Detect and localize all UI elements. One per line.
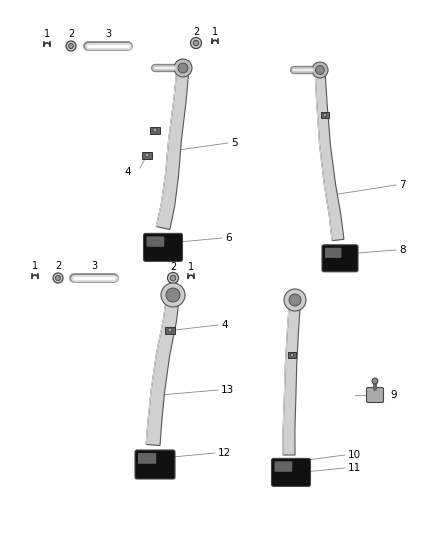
Text: 3: 3 [91,261,97,271]
FancyBboxPatch shape [146,237,164,247]
Text: 2: 2 [68,29,74,39]
Text: 2: 2 [193,27,199,37]
Text: 6: 6 [225,233,232,243]
Circle shape [161,283,185,307]
Text: 12: 12 [218,448,231,458]
FancyBboxPatch shape [275,462,292,472]
Text: 10: 10 [348,450,361,460]
Polygon shape [315,70,344,241]
Circle shape [170,275,176,281]
Bar [150,126,160,133]
Text: 2: 2 [55,261,61,271]
Text: 1: 1 [212,27,218,37]
Text: 1: 1 [44,29,50,39]
Circle shape [193,41,199,46]
Bar [288,352,296,358]
Text: 9: 9 [390,390,397,400]
FancyBboxPatch shape [367,387,384,402]
Bar [165,327,175,334]
Text: 8: 8 [399,245,406,255]
FancyBboxPatch shape [135,450,175,479]
Circle shape [68,44,74,49]
FancyBboxPatch shape [322,245,358,272]
Circle shape [289,294,301,306]
Polygon shape [156,68,189,230]
Circle shape [168,328,172,332]
Text: 4: 4 [221,320,228,330]
Text: 4: 4 [125,167,131,177]
Text: 3: 3 [105,29,111,39]
Text: 13: 13 [221,385,234,395]
FancyBboxPatch shape [325,248,341,258]
Text: 1: 1 [32,261,38,271]
FancyBboxPatch shape [138,453,156,464]
FancyBboxPatch shape [144,233,183,261]
FancyBboxPatch shape [272,458,311,487]
Circle shape [290,353,294,357]
Text: 5: 5 [231,138,238,148]
Circle shape [284,289,306,311]
Circle shape [174,59,192,77]
Bar [321,112,329,118]
Text: 2: 2 [170,262,176,272]
Circle shape [191,37,201,49]
Circle shape [56,276,60,280]
Circle shape [166,288,180,302]
Circle shape [145,153,149,157]
Circle shape [53,273,63,283]
Circle shape [316,66,325,75]
Circle shape [167,272,179,284]
Circle shape [178,63,188,73]
Text: 7: 7 [399,180,406,190]
Text: 11: 11 [348,463,361,473]
Circle shape [372,378,378,384]
Polygon shape [283,300,300,455]
Circle shape [312,62,328,78]
Circle shape [66,41,76,51]
Polygon shape [146,294,180,446]
Bar [142,151,152,158]
Circle shape [153,128,157,132]
Text: 1: 1 [188,262,194,272]
Circle shape [323,114,327,117]
